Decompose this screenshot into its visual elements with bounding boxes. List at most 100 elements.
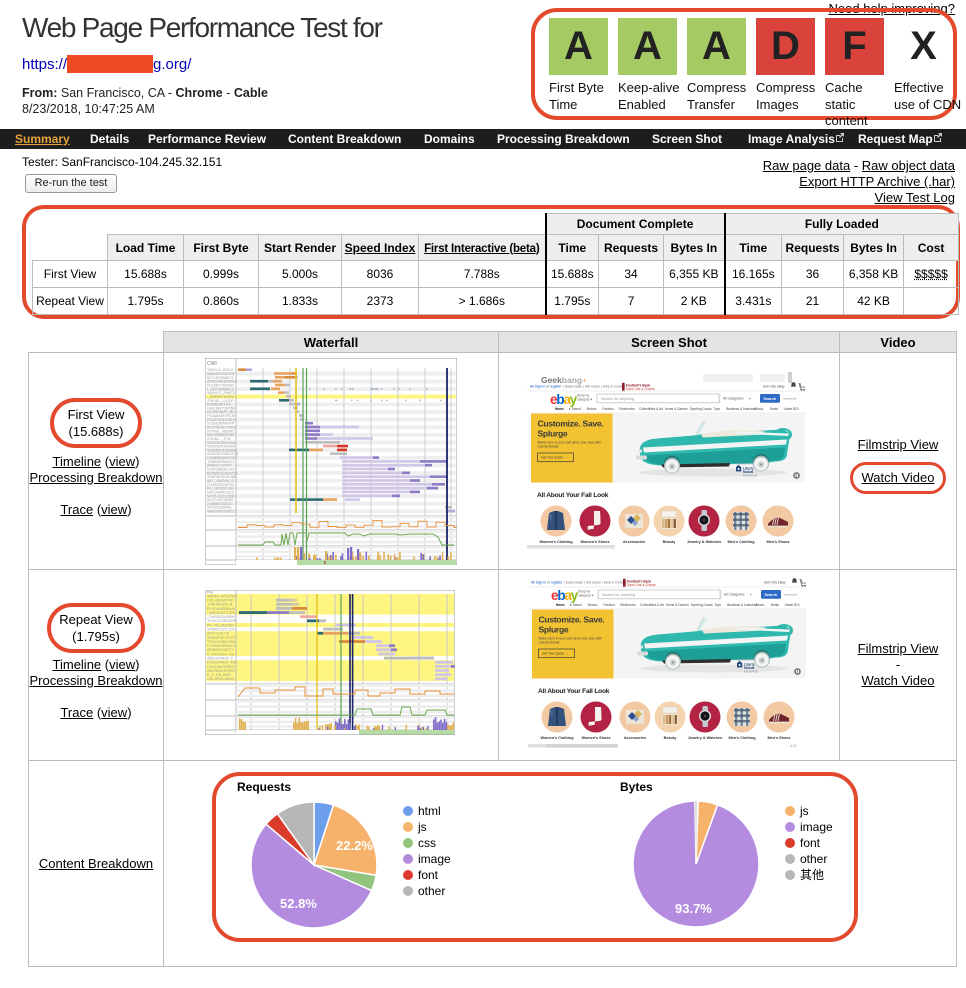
svg-text:js: js bbox=[417, 820, 427, 834]
svg-text:Women's Shoes: Women's Shoes bbox=[581, 736, 610, 740]
svg-text:Sporting Goods: Sporting Goods bbox=[691, 603, 714, 607]
svg-text:AR36HV232CT7: AR36HV232CT7 bbox=[207, 648, 234, 652]
svg-text:Liberty Mutual.: Liberty Mutual. bbox=[538, 445, 560, 449]
svg-text:INSURANCE: INSURANCE bbox=[744, 671, 758, 674]
svg-text:0WZR04SS79GE: 0WZR04SS79GE bbox=[207, 669, 236, 673]
svg-text:css: css bbox=[418, 836, 436, 850]
svg-text:WT.X6TSR6E73: WT.X6TSR6E73 bbox=[207, 376, 233, 380]
svg-text:Liberty: Liberty bbox=[744, 663, 755, 667]
svg-text:Accessories: Accessories bbox=[623, 540, 645, 544]
svg-text:BVMZFODAZWC5: BVMZFODAZWC5 bbox=[207, 471, 237, 475]
svg-text:Customize. Save.: Customize. Save. bbox=[539, 615, 605, 625]
svg-text:html: html bbox=[418, 804, 441, 818]
svg-text:4WPAC.WT337W: 4WPAC.WT337W bbox=[207, 594, 236, 598]
svg-text:FZS0OPM3A_4W: FZS0OPM3A_4W bbox=[207, 661, 236, 665]
svg-text:VDR9C001AW9C: VDR9C001AW9C bbox=[207, 445, 236, 449]
svg-text:U0-E8UKMY_N4: U0-E8UKMY_N4 bbox=[207, 410, 234, 414]
svg-text:Home & Garden: Home & Garden bbox=[665, 407, 688, 411]
svg-text:ZDN9ZRA8FURH: ZDN9ZRA8FURH bbox=[207, 380, 236, 384]
svg-text:Music: Music bbox=[755, 407, 764, 411]
svg-text:EYVDANEPAV46: EYVDANEPAV46 bbox=[207, 607, 235, 611]
svg-text:Get Your Quote →: Get Your Quote → bbox=[541, 456, 567, 460]
svg-text:Business & Industrial: Business & Industrial bbox=[727, 603, 757, 607]
svg-text:Advanced: Advanced bbox=[783, 397, 797, 401]
svg-text:CWI: CWI bbox=[207, 361, 217, 367]
svg-text:All Sign in or register: All Sign in or register bbox=[531, 581, 563, 585]
svg-text:js: js bbox=[799, 804, 809, 818]
svg-text:Make room in your cart when yo: Make room in your cart when you save wit… bbox=[539, 637, 603, 641]
svg-text:Women's Clothing: Women's Clothing bbox=[539, 540, 573, 544]
svg-text:other: other bbox=[800, 852, 827, 866]
svg-text:Under $10: Under $10 bbox=[785, 603, 800, 607]
svg-text:Liberty Mutual.: Liberty Mutual. bbox=[539, 641, 561, 645]
svg-text:font: font bbox=[418, 868, 439, 882]
svg-text:Sponsored by: Sponsored by bbox=[737, 658, 755, 662]
svg-text:Search: Search bbox=[765, 593, 778, 597]
svg-text:ZOLB4--_-F-M: ZOLB4--_-F-M bbox=[207, 437, 230, 441]
svg-text:Home: Home bbox=[556, 603, 565, 607]
svg-text:其他: 其他 bbox=[800, 868, 824, 882]
svg-text:Collectibles & Art: Collectibles & Art bbox=[640, 603, 664, 607]
svg-text:All Sign in or register: All Sign in or register bbox=[530, 385, 562, 389]
svg-text:9VVT19375DN5: 9VVT19375DN5 bbox=[207, 498, 233, 502]
svg-text:YE80R5ODGASN: YE80R5ODGASN bbox=[207, 448, 236, 452]
svg-text:Home & Garden: Home & Garden bbox=[666, 603, 689, 607]
svg-text:_59RCKNT7CRS: _59RCKNT7CRS bbox=[206, 611, 236, 615]
svg-text:A46U9.T-VOTF: A46U9.T-VOTF bbox=[207, 464, 233, 468]
svg-text:Shop by: Shop by bbox=[578, 590, 590, 594]
svg-text:♥ Saved: ♥ Saved bbox=[570, 603, 582, 607]
svg-text:All About Your Fall Look: All About Your Fall Look bbox=[538, 688, 610, 695]
svg-text:L.U0YTWR3EL3: L.U0YTWR3EL3 bbox=[207, 387, 234, 391]
svg-text:0F67N2U8R8S.: 0F67N2U8R8S. bbox=[207, 506, 232, 510]
svg-text:category ▾: category ▾ bbox=[578, 594, 594, 598]
svg-text:95AAS2YKAXF9: 95AAS2YKAXF9 bbox=[207, 372, 234, 376]
svg-text:Y4TO-OEFG5D6: Y4TO-OEFG5D6 bbox=[207, 494, 234, 498]
svg-text:Accessories: Accessories bbox=[624, 736, 646, 740]
svg-text:FE_16X3ZO.GR: FE_16X3ZO.GR bbox=[207, 487, 234, 491]
svg-text:Splurge: Splurge bbox=[538, 429, 568, 439]
svg-text:4 12: 4 12 bbox=[790, 744, 797, 748]
svg-text:52.8%: 52.8% bbox=[280, 896, 317, 911]
svg-text:Fashion: Fashion bbox=[603, 603, 615, 607]
svg-text:Geekbang+: Geekbang+ bbox=[541, 375, 587, 385]
svg-text:FZD.48HEPPHD: FZD.48HEPPHD bbox=[207, 599, 234, 603]
svg-text:All About Your Fall Look: All About Your Fall Look bbox=[537, 492, 609, 499]
svg-text:Collectibles & Art: Collectibles & Art bbox=[639, 407, 663, 411]
svg-text:Football's Back: Football's Back bbox=[627, 579, 651, 583]
svg-text:Electronics: Electronics bbox=[619, 407, 635, 411]
svg-text:Football's Back: Football's Back bbox=[626, 383, 650, 387]
svg-text:Electronics: Electronics bbox=[620, 603, 636, 607]
svg-text:_DN209Z3LWBN: _DN209Z3LWBN bbox=[206, 615, 235, 619]
svg-text:Toys: Toys bbox=[714, 603, 721, 607]
svg-text:♥ Saved: ♥ Saved bbox=[569, 407, 581, 411]
svg-text:YA9LHXPX3W2Z: YA9LHXPX3W2Z bbox=[207, 510, 236, 514]
svg-text:COK159ZYR09O: COK159ZYR09O bbox=[207, 665, 235, 669]
svg-text:963UGO8NG-.6: 963UGO8NG-.6 bbox=[207, 657, 233, 661]
svg-text:0L6PO8BHKOX0: 0L6PO8BHKOX0 bbox=[207, 468, 235, 472]
svg-text:-_9NP64CNGB6: -_9NP64CNGB6 bbox=[207, 395, 234, 399]
svg-text:Customize. Save.: Customize. Save. bbox=[538, 419, 604, 429]
svg-text:VVFDSOS5H28A: VVFDSOS5H28A bbox=[207, 441, 236, 445]
svg-text:CXNE8NU00OX2: CXNE8NU00OX2 bbox=[207, 456, 235, 460]
svg-text:E_NTF2ZE4_HS: E_NTF2ZE4_HS bbox=[207, 652, 235, 656]
svg-text:Women's Clothing: Women's Clothing bbox=[540, 736, 574, 740]
svg-text:G4VUNXT1RTB4: G4VUNXT1RTB4 bbox=[207, 406, 235, 410]
svg-text:FD0NE9F3-K9_: FD0NE9F3-K9_ bbox=[207, 403, 234, 407]
svg-text:R_1..S-6_BWZ: R_1..S-6_BWZ bbox=[207, 673, 232, 677]
svg-text:Sponsored by: Sponsored by bbox=[736, 462, 754, 466]
svg-text:image: image bbox=[418, 852, 451, 866]
svg-text:93.7%: 93.7% bbox=[675, 901, 712, 916]
svg-text:ebay: ebay bbox=[551, 588, 579, 603]
svg-text:Home: Home bbox=[555, 407, 564, 411]
svg-text:FS3U8AEF7R1M: FS3U8AEF7R1M bbox=[207, 414, 235, 418]
svg-text:font: font bbox=[800, 836, 821, 850]
svg-text:ebay: ebay bbox=[550, 392, 578, 407]
svg-text:Search: Search bbox=[764, 397, 777, 401]
svg-text:Men's Shoes: Men's Shoes bbox=[766, 540, 789, 544]
svg-text:.V78H6RS3C-B: .V78H6RS3C-B bbox=[207, 603, 233, 607]
svg-text:All Categories: All Categories bbox=[723, 397, 744, 401]
svg-text:S.GSE3KANXFP: S.GSE3KANXFP bbox=[207, 422, 235, 426]
svg-text:Sell | My eBay: Sell | My eBay bbox=[763, 385, 785, 389]
svg-text:Women's Shoes: Women's Shoes bbox=[580, 540, 609, 544]
svg-text:PH_761.3EDSW: PH_761.3EDSW bbox=[207, 623, 234, 627]
